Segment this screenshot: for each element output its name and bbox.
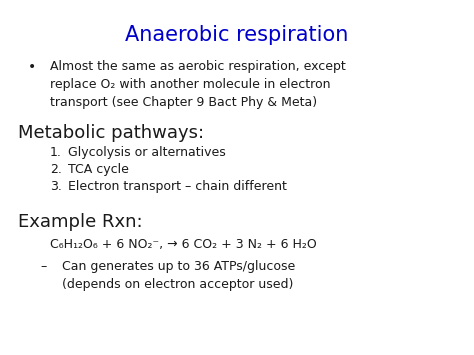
Text: Electron transport – chain different: Electron transport – chain different [68, 180, 287, 193]
Text: Anaerobic respiration: Anaerobic respiration [125, 25, 349, 45]
Text: Can generates up to 36 ATPs/glucose: Can generates up to 36 ATPs/glucose [62, 260, 295, 273]
Text: Metabolic pathways:: Metabolic pathways: [18, 124, 204, 142]
Text: TCA cycle: TCA cycle [68, 163, 129, 176]
Text: replace O₂ with another molecule in electron: replace O₂ with another molecule in elec… [50, 78, 330, 91]
Text: •: • [28, 60, 36, 74]
Text: 2.: 2. [50, 163, 62, 176]
Text: 1.: 1. [50, 146, 62, 159]
Text: Example Rxn:: Example Rxn: [18, 213, 143, 231]
Text: C₆H₁₂O₆ + 6 NO₂⁻, → 6 CO₂ + 3 N₂ + 6 H₂O: C₆H₁₂O₆ + 6 NO₂⁻, → 6 CO₂ + 3 N₂ + 6 H₂O [50, 238, 317, 251]
Text: transport (see Chapter 9 Bact Phy & Meta): transport (see Chapter 9 Bact Phy & Meta… [50, 96, 317, 109]
Text: –: – [40, 260, 46, 273]
Text: 3.: 3. [50, 180, 62, 193]
Text: (depends on electron acceptor used): (depends on electron acceptor used) [62, 278, 293, 291]
Text: Almost the same as aerobic respiration, except: Almost the same as aerobic respiration, … [50, 60, 346, 73]
Text: Glycolysis or alternatives: Glycolysis or alternatives [68, 146, 226, 159]
